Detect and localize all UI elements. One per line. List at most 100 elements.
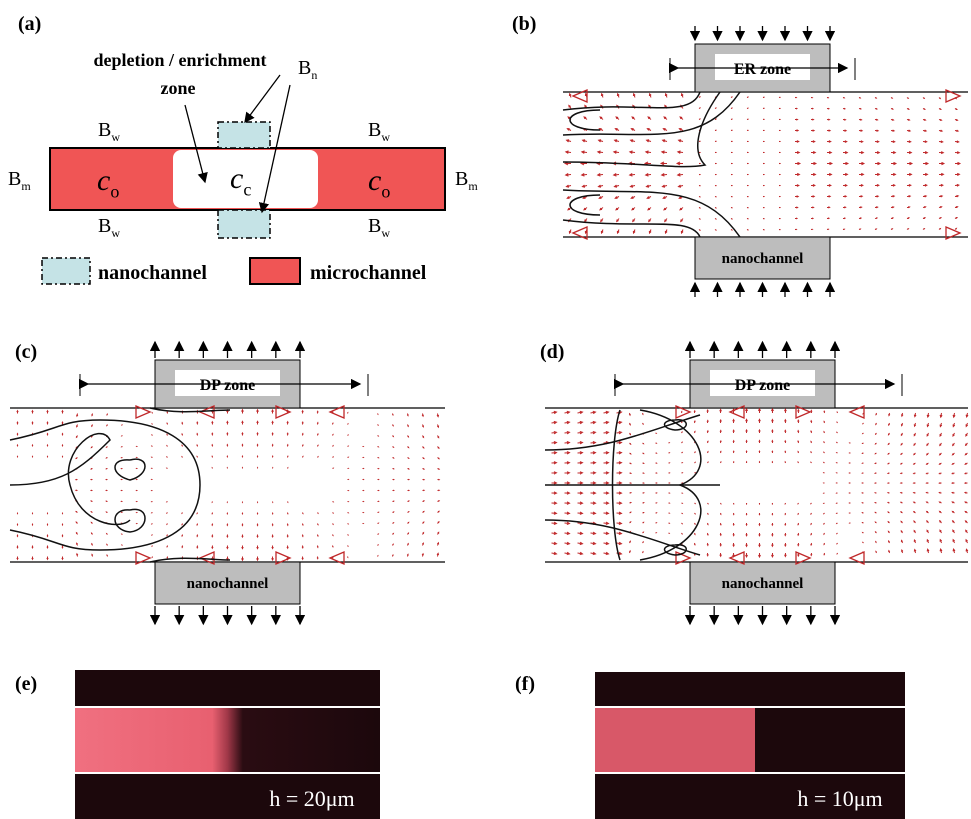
vector-arrow (167, 412, 168, 414)
vector-arrow (62, 445, 63, 447)
vector-arrow (578, 542, 583, 545)
vector-arrow (643, 463, 644, 464)
vector-arrow (136, 490, 137, 491)
vector-arrow (891, 184, 895, 186)
vector-arrow (182, 535, 183, 537)
vector-arrow (677, 162, 683, 165)
vector-arrow (633, 219, 635, 222)
vector-arrow (272, 546, 273, 549)
vector-arrow (17, 513, 18, 514)
vector-arrow (567, 140, 571, 142)
vector-arrow (875, 97, 876, 98)
vector-arrow (578, 472, 583, 475)
vector-arrow (939, 173, 943, 175)
vector-arrow (966, 540, 968, 543)
vector-arrow (302, 524, 303, 525)
vector-arrow (695, 503, 696, 504)
vector-arrow (875, 108, 877, 109)
vector-arrow (923, 108, 925, 109)
vector-arrow (955, 130, 958, 132)
vector-arrow (772, 523, 773, 525)
vector-arrow (76, 458, 77, 459)
vector-arrow (811, 141, 815, 143)
vector-arrow (378, 479, 379, 480)
vector-arrow (615, 140, 619, 142)
vector-arrow (122, 425, 123, 426)
vector-arrow (720, 523, 721, 525)
vector-arrow (940, 530, 942, 533)
vector-arrow (583, 140, 587, 142)
vector-arrow (643, 512, 644, 513)
vector-arrow (665, 219, 667, 222)
vector-arrow (121, 490, 122, 491)
vector-arrow (663, 196, 667, 198)
vector-arrow (91, 479, 92, 480)
vector-arrow (423, 511, 424, 512)
vector-arrow (849, 463, 850, 464)
vector-arrow (604, 492, 609, 495)
vector-arrow (907, 207, 910, 208)
vector-arrow (859, 229, 860, 230)
streamline (115, 459, 145, 480)
vector-arrow (763, 97, 764, 98)
vector-arrow (875, 493, 876, 494)
vector-arrow (631, 140, 635, 142)
vector-arrow (591, 532, 596, 535)
vector-arrow (681, 219, 683, 222)
vector-arrow (811, 533, 812, 535)
vector-arrow (707, 533, 708, 535)
vector-arrow (955, 218, 957, 219)
vector-arrow (849, 493, 850, 494)
vector-arrow (875, 502, 876, 503)
vector-arrow (843, 141, 847, 143)
vector-arrow (47, 557, 48, 560)
vector-arrow (779, 141, 780, 142)
vector-arrow (552, 482, 557, 485)
vector-arrow (212, 422, 213, 425)
vector-arrow (772, 451, 773, 453)
vector-arrow (614, 185, 619, 187)
vector-arrow (939, 98, 940, 99)
vector-arrow (699, 97, 700, 98)
vector-arrow (257, 433, 258, 436)
vector-arrow (843, 162, 848, 164)
vector-field (552, 409, 969, 557)
vector-arrow (927, 473, 929, 474)
vector-arrow (827, 162, 832, 164)
vector-arrow (914, 473, 916, 474)
vector-arrow (662, 185, 667, 187)
vector-arrow (939, 184, 943, 186)
vector-arrow (62, 422, 63, 424)
vector-arrow (862, 503, 863, 504)
vector-arrow (863, 423, 864, 424)
vector-arrow (926, 492, 928, 493)
vector-arrow (106, 512, 107, 513)
vector-arrow (257, 535, 258, 538)
vector-arrow (591, 431, 596, 434)
vector-arrow (617, 532, 622, 535)
vector-arrow (747, 229, 748, 230)
vector-arrow (772, 430, 773, 433)
vector-arrow (604, 552, 609, 555)
vector-arrow (824, 442, 825, 443)
vector-arrow (17, 411, 18, 414)
vector-arrow (923, 173, 927, 175)
vector-arrow (824, 411, 825, 413)
vector-arrow (888, 433, 889, 435)
vector-arrow (720, 410, 722, 413)
vector-arrow (242, 557, 244, 561)
vector-arrow (901, 521, 902, 523)
vector-arrow (565, 512, 570, 515)
vector-arrow (927, 413, 929, 417)
vector-arrow (62, 434, 63, 436)
vector-arrow (952, 473, 954, 474)
vector-arrow (585, 219, 587, 222)
vector-arrow (779, 185, 780, 186)
vector-arrow (121, 501, 122, 502)
vector-arrow (694, 543, 695, 545)
symbol-sub: w (381, 130, 390, 144)
vector-arrow (566, 185, 571, 187)
vector-arrow (923, 207, 926, 208)
vector-arrow (604, 431, 609, 434)
vector-arrow (891, 218, 893, 219)
